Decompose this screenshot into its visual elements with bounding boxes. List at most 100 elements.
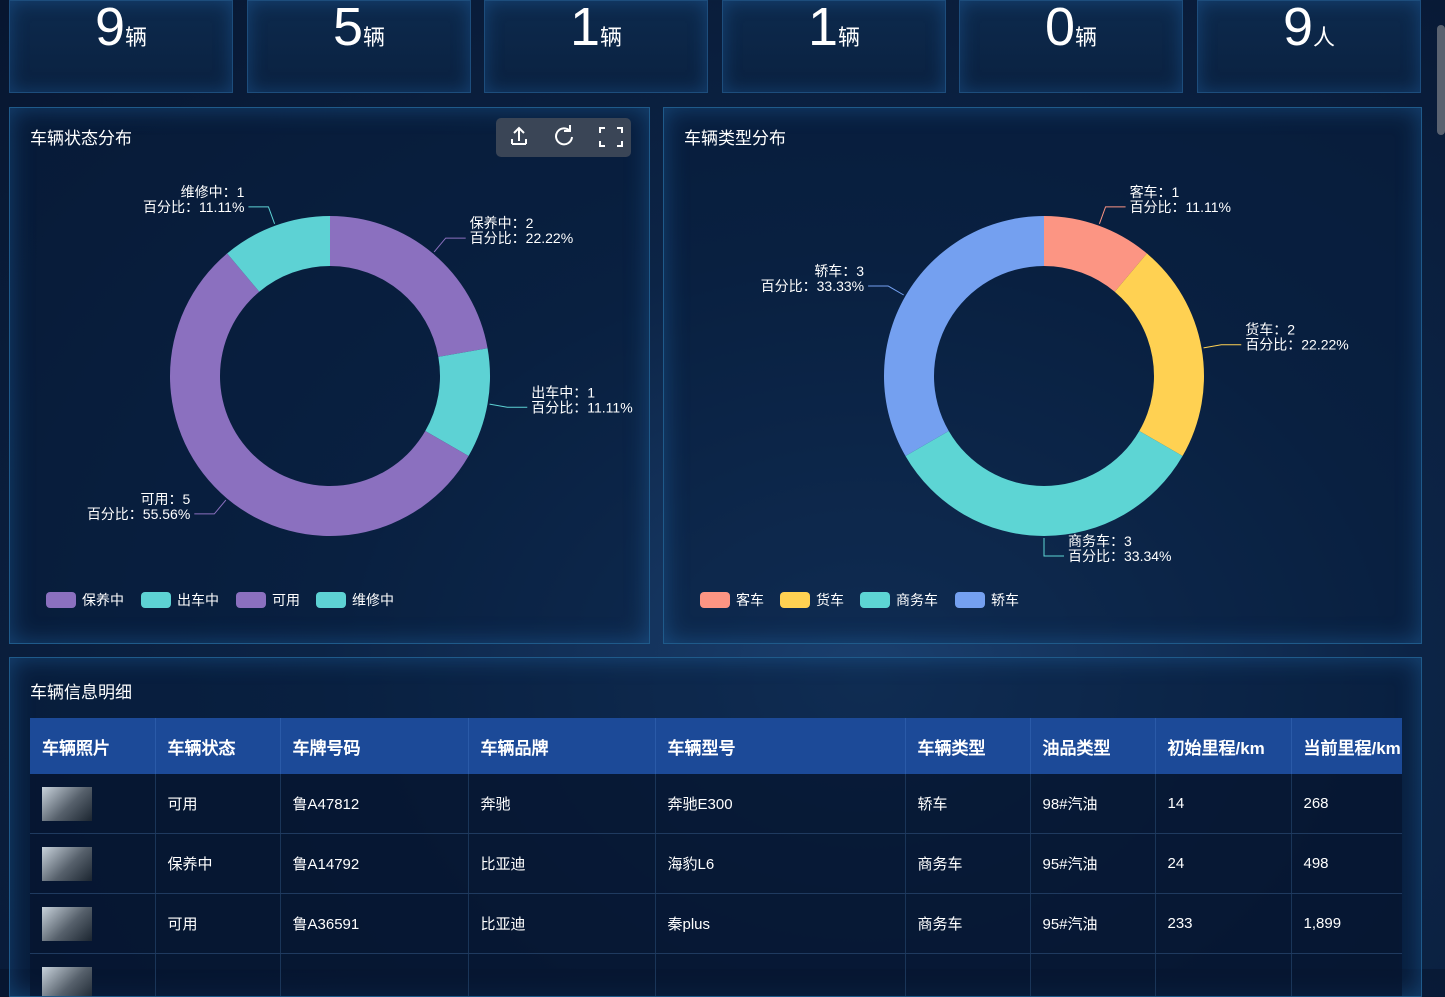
percent-label: 百分比：11.11% xyxy=(143,199,244,215)
percent-label: 百分比：22.22% xyxy=(1245,337,1348,353)
column-header: 车辆型号 xyxy=(655,718,905,774)
table-cell: 鲁A47812 xyxy=(280,774,468,834)
stat-unit: 辆 xyxy=(125,25,147,50)
data-label: 出车中：1 xyxy=(531,384,595,400)
data-label: 可用：5 xyxy=(141,491,191,507)
legend-swatch xyxy=(141,592,171,608)
table-row xyxy=(30,954,1402,997)
legend-label: 出车中 xyxy=(177,592,219,608)
stat-card: 1辆 xyxy=(722,0,946,93)
stat-unit: 辆 xyxy=(1075,25,1097,50)
stat-card: 5辆 xyxy=(247,0,471,93)
leader-line xyxy=(868,286,904,295)
vehicle-photo xyxy=(42,967,92,997)
table-cell: 98#汽油 xyxy=(1030,774,1155,834)
legend-label: 保养中 xyxy=(82,592,124,608)
legend-swatch xyxy=(700,592,730,608)
legend-swatch xyxy=(860,592,890,608)
table-cell: 海豹L6 xyxy=(655,834,905,894)
column-header: 车牌号码 xyxy=(280,718,468,774)
data-label: 保养中：2 xyxy=(470,215,534,231)
panel-title: 车辆状态分布 xyxy=(30,129,132,148)
table-cell: 24 xyxy=(1155,834,1291,894)
panel-title: 车辆信息明细 xyxy=(30,678,132,703)
table-cell: 保养中 xyxy=(155,834,280,894)
table-cell: 14 xyxy=(1155,774,1291,834)
table-cell: 鲁A14792 xyxy=(280,834,468,894)
table-cell: 奔驰E300 xyxy=(655,774,905,834)
stat-value: 1 xyxy=(570,0,600,57)
stat-unit: 辆 xyxy=(363,25,385,50)
pie-slice xyxy=(1115,253,1204,456)
legend-swatch xyxy=(780,592,810,608)
legend-label: 维修中 xyxy=(352,592,394,608)
stat-card: 0辆 xyxy=(959,0,1183,93)
legend-label: 客车 xyxy=(736,592,764,608)
photo-cell xyxy=(30,894,155,954)
table-cell: 233 xyxy=(1155,894,1291,954)
table-cell: 498 xyxy=(1291,834,1402,894)
table-cell: 可用 xyxy=(155,894,280,954)
legend-label: 轿车 xyxy=(991,592,1019,608)
column-header: 车辆照片 xyxy=(30,718,155,774)
percent-label: 百分比：33.34% xyxy=(1068,548,1171,564)
stat-value: 9 xyxy=(95,0,125,57)
table-cell: 95#汽油 xyxy=(1030,894,1155,954)
vehicle-photo xyxy=(42,847,92,881)
stat-unit: 辆 xyxy=(838,25,860,50)
stat-unit: 辆 xyxy=(600,25,622,50)
table-cell: 秦plus xyxy=(655,894,905,954)
data-label: 客车：1 xyxy=(1130,184,1180,200)
percent-label: 百分比：55.56% xyxy=(87,506,190,522)
legend-swatch xyxy=(236,592,266,608)
scrollbar[interactable] xyxy=(1437,25,1445,135)
photo-cell xyxy=(30,774,155,834)
leader-line xyxy=(248,207,274,224)
stat-unit: 人 xyxy=(1313,25,1335,50)
table-cell: 比亚迪 xyxy=(468,894,655,954)
table-cell: 商务车 xyxy=(905,894,1030,954)
table-cell: 奔驰 xyxy=(468,774,655,834)
percent-label: 百分比：11.11% xyxy=(531,399,632,415)
status-chart: 车辆状态分布 保养中：2百分比：22.22%出车中：1百分比：11.11%可用：… xyxy=(10,108,650,644)
toolbox-bg xyxy=(496,118,631,157)
table-cell: 1,899 xyxy=(1291,894,1402,954)
photo-cell xyxy=(30,834,155,894)
table-cell: 轿车 xyxy=(905,774,1030,834)
panel-title: 车辆类型分布 xyxy=(684,129,786,148)
table-cell: 可用 xyxy=(155,774,280,834)
vehicle-photo xyxy=(42,787,92,821)
leader-line xyxy=(1099,207,1125,224)
legend-swatch xyxy=(316,592,346,608)
type-chart: 车辆类型分布 客车：1百分比：11.11%货车：2百分比：22.22%商务车：3… xyxy=(664,108,1422,644)
percent-label: 百分比：22.22% xyxy=(470,230,573,246)
leader-line xyxy=(434,238,466,252)
stat-card: 9辆 xyxy=(9,0,233,93)
percent-label: 百分比：33.33% xyxy=(761,278,864,294)
pie-slice xyxy=(905,431,1182,536)
data-label: 维修中：1 xyxy=(181,184,245,200)
leader-line xyxy=(194,500,226,514)
data-label: 商务车：3 xyxy=(1068,533,1132,549)
legend-label: 货车 xyxy=(816,592,844,608)
stat-value: 5 xyxy=(333,0,363,57)
column-header: 当前里程/km xyxy=(1291,718,1402,774)
column-header: 车辆品牌 xyxy=(468,718,655,774)
legend-swatch xyxy=(955,592,985,608)
legend-swatch xyxy=(46,592,76,608)
stat-value: 1 xyxy=(808,0,838,57)
legend-label: 可用 xyxy=(272,592,300,608)
column-header: 油品类型 xyxy=(1030,718,1155,774)
table-cell: 比亚迪 xyxy=(468,834,655,894)
toolbox[interactable] xyxy=(496,118,631,157)
vehicle-photo xyxy=(42,907,92,941)
